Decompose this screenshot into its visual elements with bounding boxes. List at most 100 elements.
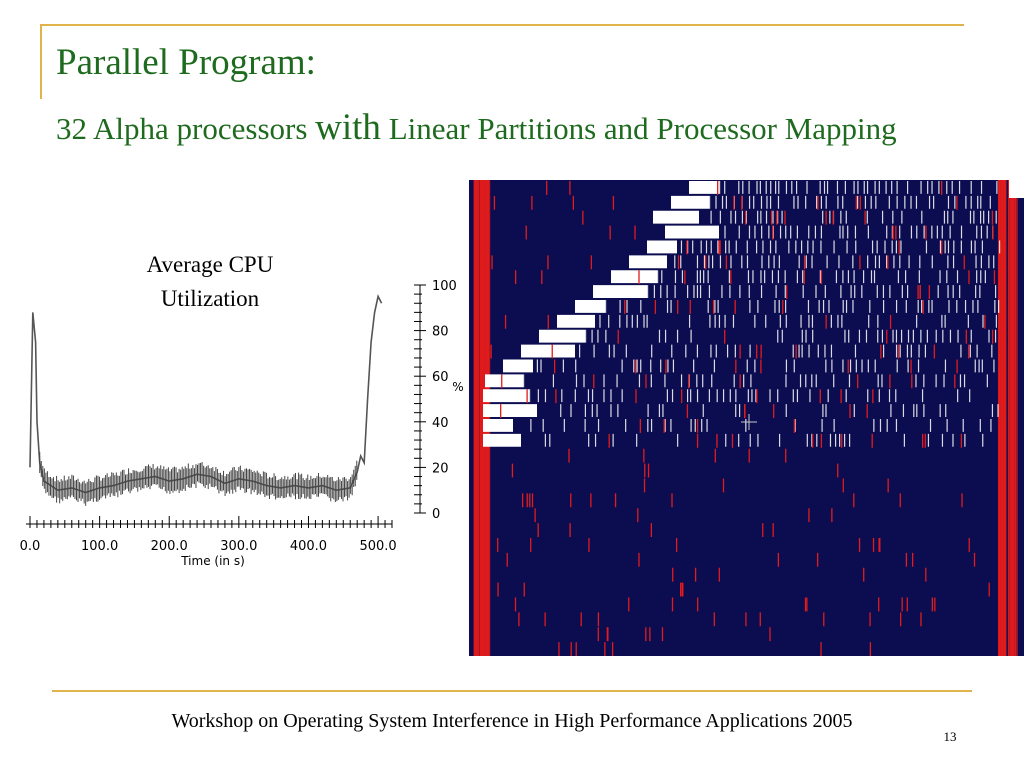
heatmap-tick xyxy=(636,314,638,328)
heatmap-tick xyxy=(681,270,684,284)
heatmap-tick xyxy=(825,210,827,225)
heatmap-tick xyxy=(845,389,847,403)
heatmap-tick xyxy=(995,210,997,224)
heatmap-tick xyxy=(791,181,793,194)
heatmap-tick xyxy=(662,404,664,417)
heatmap-tick xyxy=(916,225,918,239)
heatmap-tick xyxy=(709,314,711,328)
heatmap-tick xyxy=(988,329,990,343)
heatmap-tick xyxy=(931,300,933,313)
heatmap-tick xyxy=(742,181,744,194)
heatmap-tick xyxy=(705,255,707,270)
heatmap-edge-mark xyxy=(1002,180,1005,656)
heatmap-tick xyxy=(647,419,649,432)
heatmap-tick xyxy=(702,404,704,417)
heatmap-tick xyxy=(872,538,875,552)
heatmap-tick xyxy=(734,344,736,358)
heatmap-edge-mark xyxy=(1012,180,1015,656)
heatmap-tick xyxy=(562,359,564,373)
heatmap-tick xyxy=(956,195,958,210)
heatmap-tick xyxy=(697,597,699,612)
heatmap-tick xyxy=(570,404,572,417)
y-tick-label: 0 xyxy=(432,507,440,522)
heatmap-tick xyxy=(822,404,824,417)
heatmap-tick xyxy=(805,374,807,388)
heatmap-tick xyxy=(882,300,885,313)
heatmap-tick xyxy=(812,240,814,254)
heatmap-tick xyxy=(858,538,861,552)
heatmap-tick xyxy=(850,285,852,298)
heatmap-tick xyxy=(844,433,846,447)
heatmap-tick xyxy=(734,300,736,314)
heatmap-tick xyxy=(866,210,868,224)
heatmap-tick xyxy=(907,285,909,298)
cpu-utilization-label: Average CPU Utilization xyxy=(146,252,274,311)
heatmap-tick xyxy=(916,314,918,328)
x-tick-label: 200.0 xyxy=(151,539,188,554)
heatmap-tick xyxy=(696,344,699,358)
heatmap-busy-segment xyxy=(611,270,657,284)
heatmap-tick xyxy=(647,285,649,298)
heatmap-tick xyxy=(970,329,972,343)
y-tick-label: 100 xyxy=(432,279,457,294)
heatmap-edge-mark xyxy=(1008,180,1010,656)
heatmap-edge-mark xyxy=(482,180,485,656)
heatmap-tick xyxy=(624,300,626,314)
heatmap-tick xyxy=(568,448,570,463)
heatmap-tick xyxy=(931,225,933,239)
heatmap-tick xyxy=(696,285,699,298)
heatmap-tick xyxy=(978,359,980,373)
heatmap-busy-segment xyxy=(557,314,595,328)
heatmap-tick xyxy=(877,329,879,343)
y-tick-label: 80 xyxy=(432,325,449,340)
heatmap-tick xyxy=(824,285,826,298)
heatmap-tick xyxy=(762,523,764,537)
heatmap-tick xyxy=(631,314,633,328)
heatmap-tick xyxy=(941,181,943,195)
heatmap-tick xyxy=(800,314,802,328)
heatmap-tick xyxy=(954,374,956,389)
heatmap-tick xyxy=(968,270,970,285)
heatmap-tick xyxy=(907,329,910,343)
heatmap-tick xyxy=(653,285,655,298)
heatmap-tick xyxy=(675,538,678,552)
heatmap-tick xyxy=(677,300,679,314)
heatmap-tick xyxy=(980,181,983,194)
heatmap-tick xyxy=(965,195,967,209)
heatmap-tick xyxy=(547,255,549,270)
heatmap-tick xyxy=(722,478,725,493)
x-tick-label: 300.0 xyxy=(220,539,257,554)
heatmap-tick xyxy=(854,285,856,298)
heatmap-tick xyxy=(563,419,565,432)
heatmap-tick xyxy=(800,240,803,254)
heatmap-tick xyxy=(616,374,618,388)
heatmap-tick xyxy=(537,389,539,403)
heatmap-tick xyxy=(986,225,988,239)
heatmap-tick xyxy=(862,270,865,284)
heatmap-tick xyxy=(706,419,708,432)
heatmap-busy-segment xyxy=(1009,180,1024,198)
heatmap-tick xyxy=(666,285,668,298)
heatmap-tick xyxy=(790,225,792,239)
heatmap-tick xyxy=(996,181,998,194)
heatmap-tick xyxy=(638,374,641,388)
heatmap-tick xyxy=(514,597,517,612)
heatmap-tick xyxy=(640,300,642,313)
heatmap-tick xyxy=(769,195,772,209)
heatmap-tick xyxy=(657,270,659,284)
heatmap-tick xyxy=(880,344,882,359)
cpu-utilization-chart: 0.0 100.0 200.0 300.0 400.0 500.0 0 20 40 60 80 10… xyxy=(20,279,464,568)
heatmap-tick xyxy=(729,285,731,298)
heatmap-edge-mark xyxy=(998,180,1001,656)
heatmap-tick xyxy=(770,210,773,225)
heatmap-tick xyxy=(665,359,667,374)
heatmap-tick xyxy=(610,404,612,417)
heatmap-tick xyxy=(944,359,947,373)
heatmap-tick xyxy=(828,300,830,313)
heatmap-tick xyxy=(874,181,876,194)
heatmap-tick xyxy=(947,240,950,254)
heatmap-tick xyxy=(597,419,600,432)
heatmap-tick xyxy=(952,210,954,224)
heatmap-tick xyxy=(960,344,962,358)
heatmap-tick xyxy=(886,419,888,432)
